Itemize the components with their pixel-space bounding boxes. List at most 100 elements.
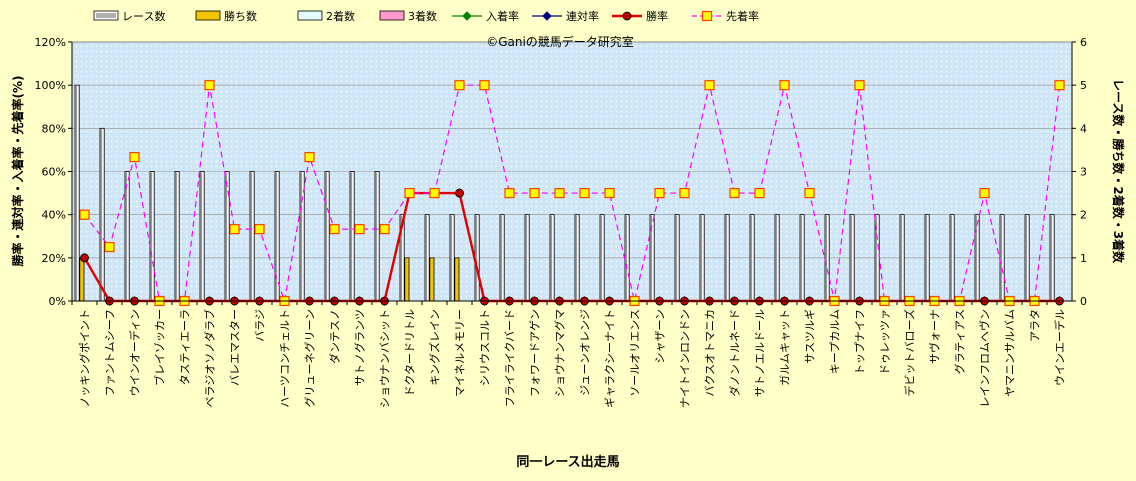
- x-tick-label: ガルムキャット: [779, 309, 792, 386]
- bar: [199, 171, 205, 302]
- data-point: [979, 187, 990, 199]
- data-point: [854, 80, 865, 91]
- y-tick-label-left: 40%: [42, 209, 66, 222]
- x-tick-label: デビットバローズ: [903, 309, 917, 396]
- data-point: [729, 187, 740, 199]
- y-tick-label-left: 80%: [42, 122, 66, 135]
- data-point: [554, 187, 565, 199]
- x-tick-label: ヤマニンサルバム: [1004, 309, 1017, 397]
- legend-label: 入着率: [486, 9, 519, 23]
- x-tick-label: サスツルギ: [804, 309, 817, 364]
- bar: [499, 214, 505, 302]
- y-tick-label-right: 5: [1080, 79, 1087, 92]
- x-tick-label: バレエマスター: [229, 309, 242, 386]
- x-tick-label: サトノグランツ: [353, 309, 367, 386]
- data-point: [80, 253, 89, 263]
- x-tick-label: レインフロムヘヴン: [978, 309, 992, 408]
- y-tick-label-left: 60%: [42, 166, 66, 179]
- data-point: [1054, 80, 1065, 91]
- y-tick-label-right: 3: [1080, 166, 1087, 179]
- x-tick-label: タスティエーラ: [179, 309, 192, 385]
- data-point: [504, 187, 515, 199]
- legend-label: レース数: [122, 10, 165, 23]
- legend-label: 勝ち数: [224, 9, 257, 23]
- y-tick-label-right: 6: [1080, 36, 1087, 49]
- y-tick-label-left: 0%: [49, 295, 66, 308]
- bar: [449, 214, 455, 302]
- x-tick-label: ドクタードリトル: [404, 309, 417, 397]
- x-tick-label: ダノントルネード: [728, 309, 742, 397]
- bar: [324, 171, 330, 302]
- bar: [429, 257, 435, 302]
- gridlines: [72, 41, 1072, 259]
- x-tick-label: ハーツコンチェルト: [279, 309, 292, 408]
- x-tick-label: ドゥレッツァ: [879, 309, 892, 375]
- x-tick-label: ベラジオソノダラブ: [203, 309, 217, 407]
- legend-swatch: [195, 10, 221, 21]
- x-tick-label: サヴォーナ: [928, 309, 942, 364]
- x-tick-label: グリューネグリーン: [303, 309, 317, 407]
- bar: [79, 257, 85, 302]
- x-tick-label: フォワードアゲン: [529, 309, 542, 397]
- data-point: [454, 80, 465, 91]
- x-tick-label: ダンテスノ: [328, 309, 342, 364]
- x-tick-label: フライライクバード: [504, 309, 517, 407]
- data-point: [529, 187, 540, 199]
- bar-layer: [74, 84, 1055, 302]
- y-tick-label-left: 20%: [42, 252, 66, 265]
- x-tick-label: ソールオリエンス: [629, 309, 642, 397]
- data-point: [329, 224, 340, 235]
- x-tick-label: ショウナンバシット: [379, 309, 392, 408]
- x-tick-label: ノッキングポイント: [78, 309, 92, 407]
- x-tick-label: トップナイフ: [854, 309, 867, 375]
- x-tick-label: ナイトインロンドン: [679, 309, 692, 408]
- bar: [174, 171, 180, 302]
- x-tick-label: キングズレイン: [428, 309, 442, 386]
- data-point: [679, 187, 690, 199]
- data-point: [354, 224, 365, 235]
- y-tick-label-right: 1: [1080, 252, 1087, 265]
- data-point: [254, 224, 265, 235]
- data-point: [429, 187, 440, 199]
- legend-label: 2着数: [326, 9, 355, 23]
- data-point: [804, 187, 815, 199]
- data-point: [404, 187, 415, 199]
- data-point: [654, 187, 665, 199]
- y-tick-label-left: 120%: [35, 36, 66, 49]
- x-tick-label: グラティアス: [953, 309, 967, 374]
- data-point: [104, 241, 115, 253]
- x-tick-label: ブレイゾッカー: [153, 309, 167, 386]
- watermark: ©Ganiの競馬データ研究室: [486, 34, 634, 49]
- x-tick-label: アラタ: [1029, 309, 1042, 342]
- x-axis-label: 同一レース出走馬: [516, 454, 619, 470]
- data-point: [379, 224, 390, 235]
- bar: [224, 171, 230, 302]
- bar: [349, 171, 355, 302]
- x-tick-label: バクスオトマニカ: [704, 309, 717, 397]
- bar: [274, 171, 280, 302]
- x-tick-label: サトノエルドール: [754, 309, 767, 397]
- legend-label: 先着率: [726, 9, 759, 23]
- legend-swatch: [379, 10, 405, 21]
- data-point: [229, 224, 240, 235]
- y-tick-label-right: 4: [1080, 122, 1087, 135]
- x-tick-label: キープカルム: [829, 309, 842, 374]
- x-tick-label: ウインエーデル: [1053, 309, 1067, 386]
- legend-label: 連対率: [566, 9, 599, 23]
- x-tick-label: ショウナンマグマ: [553, 309, 567, 397]
- legend-marker: [701, 10, 713, 22]
- bar: [404, 257, 410, 302]
- legend: レース数 勝ち数 2着数 3着数 入着率 連対率 勝率 先着率: [93, 9, 759, 23]
- x-tick-label: ギャラクシーナイト: [604, 309, 617, 408]
- legend-marker: [462, 11, 472, 21]
- data-point: [455, 188, 464, 198]
- data-point: [304, 151, 315, 163]
- data-point: [604, 187, 615, 199]
- legend-swatch-shade: [96, 13, 116, 18]
- y-tick-label-right: 2: [1080, 209, 1087, 222]
- y-tick-label-left: 100%: [35, 79, 66, 92]
- data-point: [129, 151, 140, 163]
- x-tick-label: バラジ: [254, 309, 267, 342]
